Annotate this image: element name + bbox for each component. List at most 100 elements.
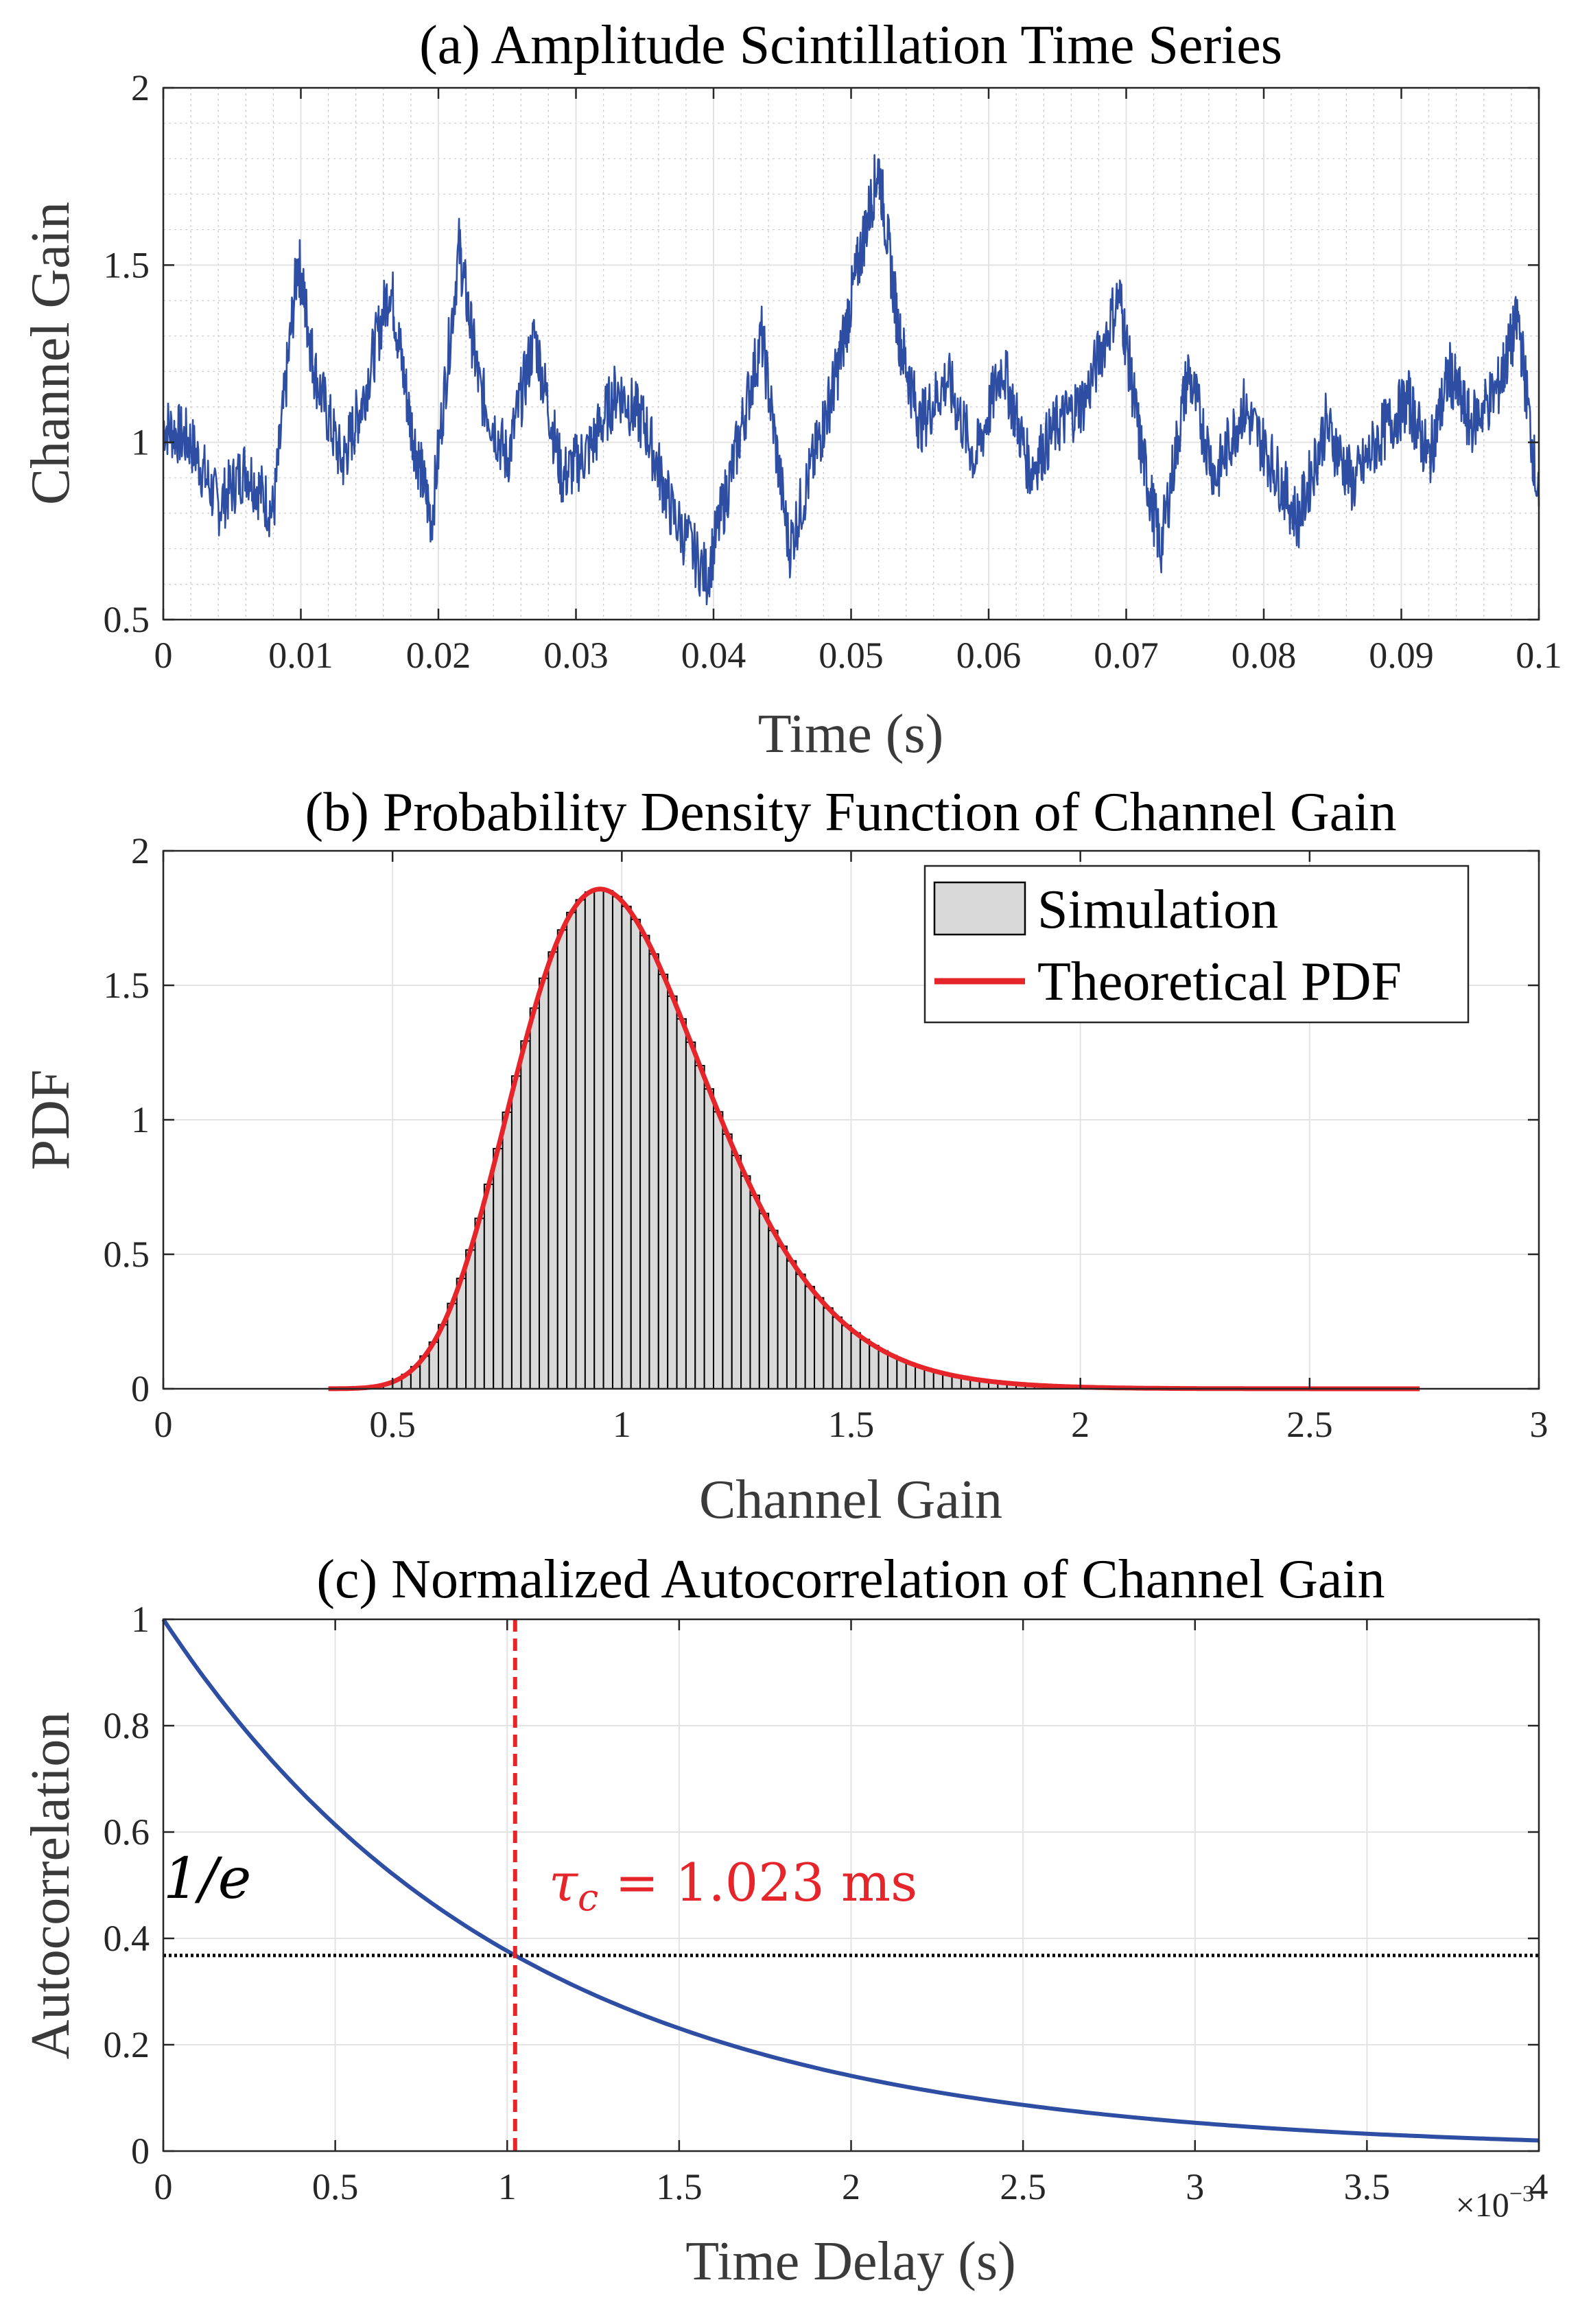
histogram-bar: [465, 1249, 476, 1389]
panel-c-ticks: 0 0.5 1 1.5 2 2.5 3 3.5 4 0 0.2 0.4 0.6 0.8 1: [104, 1599, 1548, 2207]
histogram-bar: [713, 1111, 724, 1389]
panel-c-ylabel: Autocorrelation: [21, 1712, 81, 2059]
panel-a-xtick-label: 0.09: [1369, 635, 1434, 676]
panel-c-xtick-label: 2.5: [1000, 2166, 1046, 2207]
histogram-bar: [575, 899, 586, 1389]
histogram-bar: [493, 1147, 504, 1390]
histogram-bar: [859, 1339, 871, 1389]
panel-c-xtick-label: 4: [1530, 2166, 1548, 2207]
panel-c-ytick-label: 0: [131, 2131, 150, 2172]
tau-symbol: τ: [549, 1852, 579, 1913]
histogram-bar: [740, 1175, 751, 1390]
panel-a-series: [162, 154, 1540, 606]
time-series-line: [162, 154, 1540, 606]
histogram-bar: [529, 1007, 541, 1390]
panel-c-ytick-label: 0.4: [104, 1918, 150, 1959]
panel-c-xtick-label: 3.5: [1344, 2166, 1391, 2207]
panel-c-xtick-label: 0: [154, 2166, 173, 2207]
histogram-bar: [795, 1273, 806, 1389]
histogram-bar: [584, 891, 596, 1389]
histogram-bar: [722, 1133, 733, 1389]
panel-c-series: [161, 1618, 1540, 2143]
panel-b-ytick-label: 0.5: [104, 1234, 150, 1275]
annotation-1-over-e: 1/e: [163, 1846, 251, 1912]
legend-swatch-simulation: [933, 881, 1026, 936]
panel-c-ytick-label: 0.8: [104, 1705, 150, 1746]
panel-a-xlabel: Time (s): [758, 704, 943, 764]
histogram-bar: [621, 905, 632, 1389]
panel-c-ytick-label: 0.2: [104, 2024, 150, 2065]
panel-a-xtick-label: 0: [154, 635, 173, 676]
annotation-tau-c: τc = 1.023 ms: [549, 1852, 917, 1919]
multiplier-base: ×10: [1456, 2185, 1509, 2224]
legend-label-theoretical: Theoretical PDF: [1037, 952, 1402, 1012]
panel-c-ytick-label: 1: [131, 1599, 150, 1640]
panel-c-xlabel: Time Delay (s): [685, 2231, 1015, 2292]
panel-a-xtick-label: 0.01: [268, 635, 333, 676]
panel-a-ytick-label: 2: [131, 67, 150, 108]
histogram-bar: [703, 1088, 714, 1390]
histogram-bar: [502, 1111, 513, 1390]
histogram-bar: [905, 1362, 917, 1389]
panel-a-xtick-label: 0.04: [681, 635, 746, 676]
panel-b-title: (b) Probability Density Function of Chan…: [305, 782, 1397, 843]
histogram-bar: [667, 995, 678, 1389]
panel-b-ytick-label: 1: [131, 1099, 150, 1140]
panel-a-xtick-label: 0.06: [956, 635, 1022, 676]
panel-c-reference-lines: [163, 1619, 1539, 2151]
panel-b-xtick-label: 2.5: [1286, 1404, 1333, 1445]
panel-c-xtick-label: 2: [842, 2166, 860, 2207]
histogram-bar: [593, 888, 604, 1389]
histogram-bar: [611, 895, 623, 1390]
histogram-bar: [547, 951, 558, 1389]
panel-b-ticks: 0 0.5 1 1.5 2 2.5 3 0 0.5 1 1.5 2: [104, 830, 1548, 1445]
histogram-bar: [657, 974, 669, 1389]
histogram-bar: [685, 1041, 696, 1389]
histogram-bar: [694, 1065, 705, 1389]
panel-a-xtick-label: 0.03: [543, 635, 609, 676]
panel-b-xlabel: Channel Gain: [699, 1470, 1002, 1530]
panel-b-pdf: 0 0.5 1 1.5 2 2.5 3 0 0.5 1 1.5 2 Simulation Theore…: [21, 782, 1548, 1530]
panel-b-ytick-label: 1.5: [104, 965, 150, 1006]
tau-subscript: c: [578, 1876, 598, 1919]
panel-a-ylabel: Channel Gain: [21, 202, 81, 505]
histogram-bar: [630, 919, 641, 1389]
histogram-bar: [556, 929, 568, 1389]
panel-a-xtick-label: 0.05: [819, 635, 884, 676]
panel-c-xtick-label: 0.5: [312, 2166, 359, 2207]
histogram-bar: [786, 1260, 797, 1390]
histogram-bar: [768, 1230, 779, 1389]
panel-b-ytick-label: 2: [131, 830, 150, 871]
histogram-bar: [850, 1332, 861, 1390]
histogram-bar: [510, 1075, 522, 1390]
panel-a-title: (a) Amplitude Scintillation Time Series: [419, 15, 1282, 75]
histogram-bar: [841, 1324, 852, 1389]
panel-b-xtick-label: 1: [613, 1404, 631, 1445]
panel-a-xtick-label: 0.08: [1232, 635, 1297, 676]
histogram-bar: [886, 1354, 898, 1390]
histogram-bar: [758, 1212, 770, 1390]
legend-label-simulation: Simulation: [1037, 880, 1278, 940]
histogram-bar: [456, 1278, 467, 1389]
panel-a-time-series: 0 0.01 0.02 0.03 0.04 0.05 0.06 0.07 0.08 0.09 0.1…: [21, 15, 1562, 764]
autocorrelation-line: [161, 1618, 1540, 2143]
histogram-bar: [520, 1040, 531, 1389]
histogram-bar: [749, 1194, 760, 1390]
panel-b-ylabel: PDF: [21, 1070, 81, 1171]
histogram-bar: [539, 977, 550, 1389]
panel-c-title: (c) Normalized Autocorrelation of Channe…: [316, 1549, 1385, 1610]
panel-c-xtick-label: 1.5: [656, 2166, 703, 2207]
tau-value: = 1.023 ms: [598, 1852, 917, 1913]
histogram-bar: [896, 1359, 907, 1389]
histogram-bar: [832, 1316, 843, 1389]
histogram-bar: [878, 1350, 888, 1390]
histogram-bar: [474, 1217, 485, 1390]
histogram-bar: [869, 1344, 880, 1389]
x-axis-multiplier: ×10−3: [1456, 2181, 1534, 2224]
panel-a-xtick-label: 0.07: [1094, 635, 1159, 676]
histogram-bar: [814, 1297, 825, 1390]
panel-b-xtick-label: 0: [154, 1404, 173, 1445]
histogram-bar: [639, 935, 650, 1389]
histogram-bar: [777, 1245, 788, 1390]
